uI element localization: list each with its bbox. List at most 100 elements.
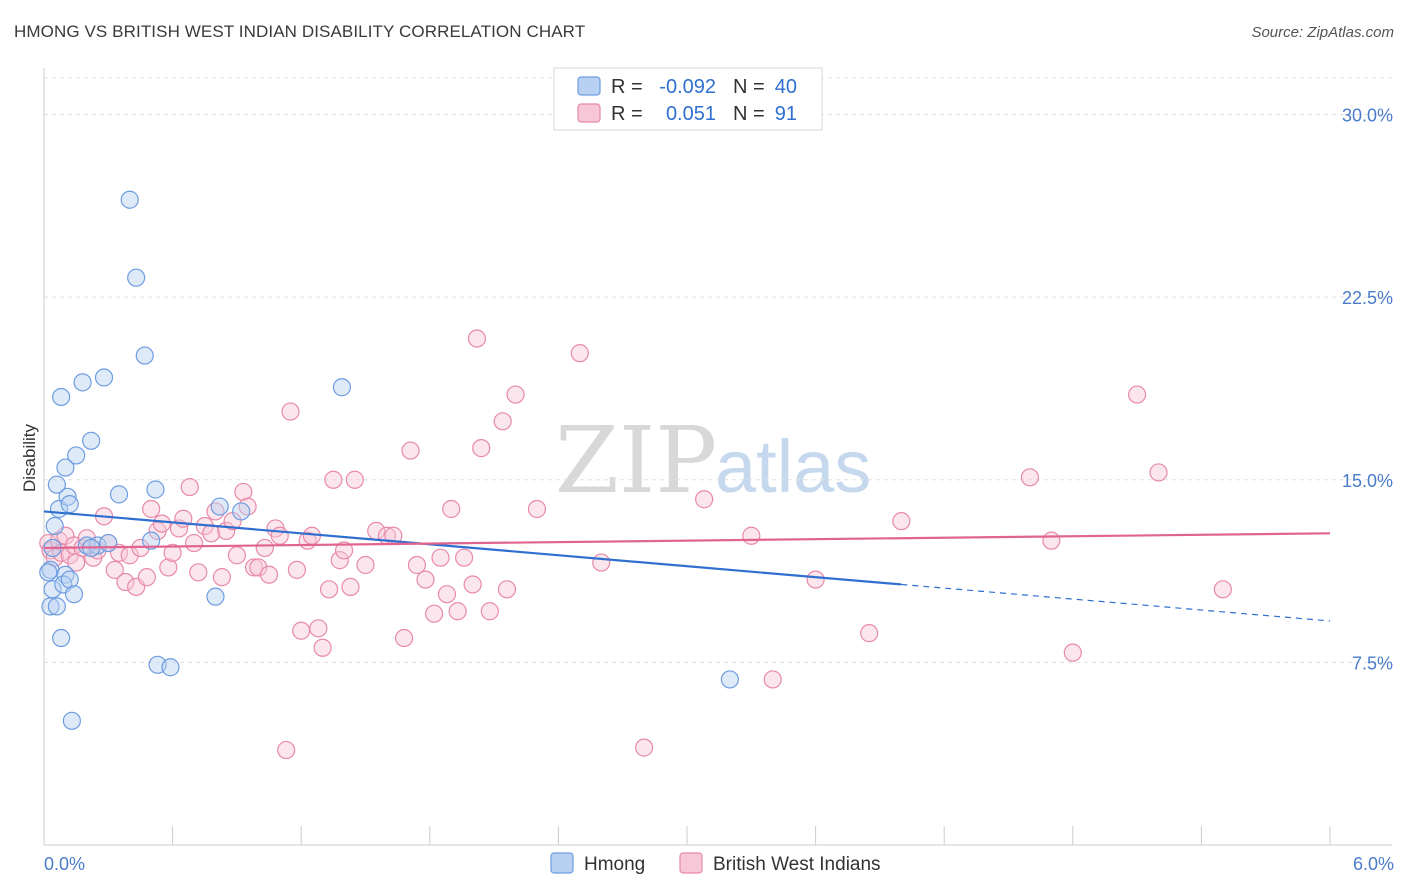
bwi-point-59: [341, 577, 360, 596]
bwi-point-92: [1020, 468, 1040, 487]
bwi-point-79: [493, 412, 512, 431]
hmong-point-21: [99, 533, 118, 553]
bottom-legend-swatch-hmong: [550, 852, 574, 874]
bwi-point-58: [334, 541, 354, 560]
bwi-point-35: [212, 568, 231, 587]
bwi-point-94: [1063, 643, 1082, 662]
y-tick-label-3: 30.0%: [1342, 106, 1393, 126]
bwi-point-44: [259, 565, 279, 584]
bwi-point-88: [763, 670, 782, 689]
legend-swatch-bwi: [577, 103, 601, 123]
bwi-point-66: [401, 441, 420, 460]
hmong-point-29: [161, 658, 180, 677]
bwi-point-97: [1213, 580, 1232, 599]
hmong-point-38: [39, 563, 58, 582]
axes: [43, 68, 1392, 846]
bwi-point-95: [1127, 385, 1147, 404]
hmong-point-26: [142, 531, 161, 550]
bwi-point-74: [454, 548, 474, 567]
bwi-point-90: [860, 624, 879, 643]
x-tick-labels: 0.0% 6.0%: [44, 854, 1394, 874]
y-tick-labels: 7.5% 15.0% 22.5% 30.0%: [1342, 106, 1393, 674]
bwi-point-67: [407, 555, 427, 575]
bwi-point-57: [330, 551, 349, 570]
bwi-point-31: [189, 563, 208, 582]
bwi-point-84: [592, 553, 611, 572]
hmong-point-14: [64, 585, 84, 604]
hmong-point-16: [73, 373, 92, 392]
bwi-point-17: [116, 572, 135, 592]
bwi-point-24: [152, 514, 171, 533]
hmong-point-4: [45, 516, 64, 536]
bwi-point-85: [635, 738, 654, 757]
bwi-point-38: [227, 546, 246, 565]
hmong-point-25: [135, 346, 154, 365]
series-british-west-indians-points: [39, 329, 1232, 760]
legend-r-label-hmong: R =: [611, 76, 643, 98]
hmong-point-3: [41, 597, 60, 616]
bwi-point-49: [287, 560, 307, 579]
trend-line-bwi: [43, 532, 1331, 550]
hmong-point-8: [56, 458, 75, 477]
y-tick-label-0: 7.5%: [1352, 653, 1393, 673]
bwi-point-26: [163, 543, 182, 562]
bwi-point-30: [184, 533, 204, 553]
hmong-point-31: [210, 497, 229, 516]
bwi-point-39: [234, 482, 253, 502]
legend-n-label-hmong: N =: [733, 76, 765, 98]
hmong-point-24: [127, 268, 146, 287]
legend-n-label-bwi: N =: [733, 103, 765, 125]
legend-r-label-bwi: R =: [611, 103, 643, 125]
bwi-point-21: [137, 568, 156, 587]
bottom-legend-label-hmong: Hmong: [584, 854, 645, 875]
bwi-point-76: [467, 329, 487, 348]
legend-r-value-hmong: -0.092: [659, 76, 716, 98]
bwi-point-91: [892, 512, 911, 531]
watermark-atlas: atlas: [715, 425, 871, 508]
legend: R = -0.092 N = 40 R = 0.051 N = 91: [553, 67, 823, 131]
chart-title: HMONG VS BRITISH WEST INDIAN DISABILITY …: [14, 22, 586, 41]
trend-line-hmong-extension: [901, 583, 1331, 622]
trend-line-hmong: [43, 510, 902, 586]
bwi-point-78: [480, 602, 499, 621]
bwi-point-89: [806, 570, 825, 589]
hmong-point-18: [82, 431, 101, 450]
hmong-point-34: [720, 670, 739, 689]
bwi-point-83: [570, 344, 589, 363]
bwi-point-71: [437, 585, 457, 604]
y-tick-label-1: 15.0%: [1342, 471, 1393, 491]
hmong-point-30: [206, 587, 225, 606]
chart-source: Source: ZipAtlas.com: [1251, 24, 1394, 41]
legend-n-value-bwi: 91: [775, 103, 797, 125]
bwi-point-41: [244, 558, 264, 577]
hmong-point-33: [332, 378, 352, 397]
y-axis-title: Disability: [20, 423, 39, 492]
watermark-zip: ZIP: [555, 407, 717, 514]
bwi-point-73: [448, 602, 467, 621]
bwi-point-93: [1042, 531, 1061, 550]
hmong-point-5: [47, 475, 66, 494]
hmong-point-9: [58, 487, 77, 506]
bwi-point-96: [1149, 463, 1168, 482]
bwi-point-46: [270, 526, 289, 545]
bwi-point-15: [105, 560, 124, 579]
bwi-point-65: [394, 628, 414, 648]
bwi-point-22: [142, 499, 161, 519]
bwi-point-47: [277, 740, 296, 760]
hmong-point-20: [94, 368, 114, 387]
legend-swatch-hmong: [577, 76, 601, 96]
bwi-point-61: [356, 555, 375, 575]
grid-lines: [44, 77, 1392, 663]
bwi-point-72: [442, 499, 461, 519]
x-tick-label-1: 6.0%: [1353, 854, 1394, 874]
watermark: ZIP atlas: [555, 407, 871, 514]
bwi-point-53: [309, 619, 328, 638]
bwi-point-86: [695, 490, 714, 509]
bwi-point-69: [424, 604, 444, 623]
bwi-point-33: [202, 524, 221, 543]
y-tick-label-2: 22.5%: [1342, 288, 1393, 308]
hmong-point-10: [60, 495, 79, 514]
bottom-legend: Hmong British West Indians: [550, 852, 881, 875]
bwi-point-54: [313, 638, 332, 657]
bwi-point-42: [249, 558, 268, 577]
